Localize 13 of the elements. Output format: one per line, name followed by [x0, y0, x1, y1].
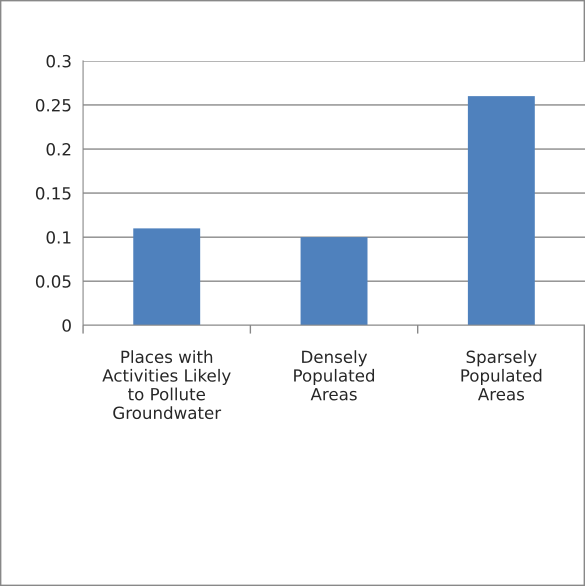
- x-tick-label: Sparsely Populated Areas: [461, 350, 542, 400]
- y-tick-label: 0.3: [46, 54, 71, 68]
- x-tick-label: Densely Populated Areas: [294, 350, 374, 400]
- y-tick-label: 0.25: [36, 98, 71, 112]
- x-tick-label: Places with Activities Likely to Pollute Groundwater: [102, 350, 231, 420]
- y-tick-label: 0.15: [36, 187, 71, 200]
- bar: [300, 237, 368, 326]
- y-tick-label: 0.1: [46, 231, 70, 244]
- bar: [468, 96, 535, 326]
- y-tick-label: 0.05: [36, 275, 71, 288]
- y-tick-label: 0.2: [46, 143, 70, 156]
- y-tick-label: 0: [62, 319, 71, 332]
- bar: [133, 228, 200, 326]
